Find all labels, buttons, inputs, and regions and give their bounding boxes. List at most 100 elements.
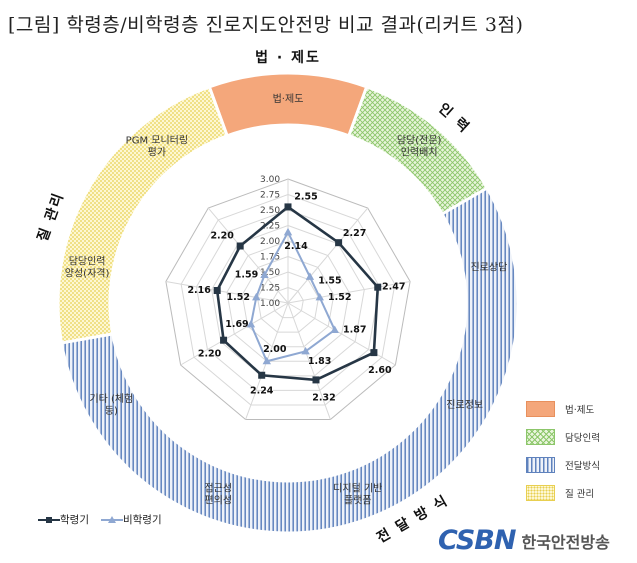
- data-label-school: 2.55: [294, 191, 317, 202]
- grid-spoke: [207, 207, 289, 304]
- grid-spoke: [287, 280, 411, 304]
- legend-swatch-blue: [526, 457, 555, 473]
- data-label-nonschool: 2.00: [263, 344, 287, 355]
- grid-ring: [165, 178, 411, 421]
- tick-label: 1.75: [260, 253, 280, 263]
- data-point-school: [236, 242, 244, 250]
- axis-label-line: 평가: [148, 147, 166, 159]
- tick-label: 1.00: [260, 299, 280, 309]
- data-point-nonschool: [246, 319, 256, 328]
- data-point-school: [312, 376, 320, 384]
- grid-spoke: [165, 280, 289, 304]
- axis-label-line: PGM 모니터링: [126, 135, 188, 147]
- axis-label-line: 편의성: [204, 495, 232, 507]
- axis-label: 접근성 편의성: [204, 483, 232, 507]
- group-legend: 법·제도 담당인력 전달방식 질 관리: [526, 395, 600, 507]
- axis-label-line: 인력배치: [401, 147, 438, 159]
- grid-ring: [272, 286, 304, 319]
- series-line-nonschool: [249, 230, 336, 363]
- data-point-nonschool: [305, 272, 315, 280]
- axis-label-line: 담당(전문): [397, 135, 442, 147]
- axis-label: 법·제도: [273, 93, 304, 105]
- data-label-nonschool: 1.52: [227, 292, 250, 303]
- legend-swatch-yellow: [526, 485, 555, 501]
- data-label-nonschool: 1.52: [328, 292, 351, 303]
- dark-square-line-icon: [38, 516, 60, 523]
- tick-label: 2.75: [260, 191, 280, 201]
- legend-label: 전달방식: [565, 461, 600, 472]
- series-line-school: [215, 205, 380, 382]
- group-label: 법 · 제도: [255, 50, 321, 66]
- axis-label-line: 등): [105, 405, 118, 417]
- axis-label-line: 기타 (체험: [89, 393, 133, 405]
- data-label-nonschool: 2.14: [284, 241, 308, 252]
- series-legend-label: 비학령기: [122, 514, 162, 526]
- legend-label: 법·제도: [565, 405, 595, 416]
- axis-label: 진로상담: [470, 262, 507, 274]
- data-label-school: 2.32: [312, 392, 335, 403]
- legend-item-staff: 담당인력: [526, 423, 600, 451]
- series-legend-nonschool: 비학령기: [100, 512, 162, 527]
- tick-label: 3.00: [260, 175, 280, 185]
- axis-label-line: 양성(자격): [65, 267, 110, 280]
- legend-label: 질 관리: [565, 489, 595, 500]
- logo-mark: CSBN: [438, 525, 516, 556]
- axis-label: 담당(전문) 인력배치: [397, 135, 442, 159]
- grid-spoke: [287, 302, 331, 420]
- data-label-nonschool: 1.59: [235, 269, 258, 280]
- tick-label: 2.50: [260, 206, 280, 216]
- grid-spoke: [287, 207, 369, 304]
- axis-label-line: 플랫폼: [344, 495, 372, 507]
- legend-item-quality: 질 관리: [526, 479, 600, 507]
- data-point-school: [220, 336, 228, 344]
- legend-swatch-orange: [526, 401, 555, 417]
- group-label: 질 관리: [34, 190, 68, 244]
- data-label-nonschool: 1.83: [308, 356, 331, 367]
- tick-label: 2.25: [260, 222, 280, 232]
- axis-label-line: 접근성: [204, 483, 232, 495]
- legend-label: 담당인력: [565, 433, 600, 444]
- data-point-nonschool: [283, 227, 293, 236]
- axis-label-line: 디지털 기반: [333, 483, 382, 495]
- axis-label: 디지털 기반 플랫폼: [333, 483, 382, 507]
- data-point-school: [335, 239, 343, 247]
- series-legend-label: 학령기: [60, 514, 89, 526]
- grid-ring: [211, 224, 365, 377]
- legend-item-delivery: 전달방식: [526, 451, 600, 479]
- axis-label-line: 진로정보: [446, 399, 483, 411]
- data-label-school: 2.16: [187, 285, 211, 296]
- broadcaster-logo: CSBN 한국안전방송: [438, 525, 610, 556]
- grid-ring: [256, 271, 320, 333]
- data-label-nonschool: 1.55: [318, 275, 341, 286]
- data-label-school: 2.20: [210, 231, 234, 242]
- axis-label-line: 진로상담: [470, 262, 507, 274]
- page-title: [그림] 학령층/비학령층 진로지도안전망 비교 결과(리커트 3점): [8, 14, 524, 36]
- data-point-nonschool: [315, 292, 324, 301]
- series-legend-school: 학령기: [38, 512, 89, 527]
- series-legend: 학령기 비학령기: [38, 512, 174, 527]
- data-point-school: [213, 287, 221, 295]
- blue-triangle-line-icon: [100, 515, 123, 523]
- tick-label: 1.50: [260, 268, 280, 278]
- logo-text: 한국안전방송: [521, 532, 610, 552]
- data-point-nonschool: [301, 346, 310, 355]
- data-point-nonschool: [330, 325, 339, 333]
- grid-ring: [241, 255, 335, 348]
- tick-label: 2.00: [260, 237, 280, 247]
- data-point-nonschool: [260, 270, 269, 278]
- axis-label: 진로정보: [446, 399, 483, 411]
- grid-ring: [226, 240, 350, 362]
- data-label-school: 2.60: [368, 365, 392, 376]
- data-label-school: 2.27: [343, 228, 366, 239]
- axis-label-line: 담당인력: [69, 256, 106, 268]
- grid-spoke: [180, 302, 289, 366]
- data-label-nonschool: 1.69: [225, 319, 248, 330]
- data-point-school: [370, 349, 378, 357]
- grid-spoke: [287, 302, 396, 366]
- grid-ring: [195, 209, 381, 391]
- data-point-school: [284, 203, 292, 211]
- data-label-nonschool: 1.87: [343, 324, 366, 335]
- grid-ring: [180, 193, 396, 406]
- tick-label: 1.25: [260, 284, 280, 294]
